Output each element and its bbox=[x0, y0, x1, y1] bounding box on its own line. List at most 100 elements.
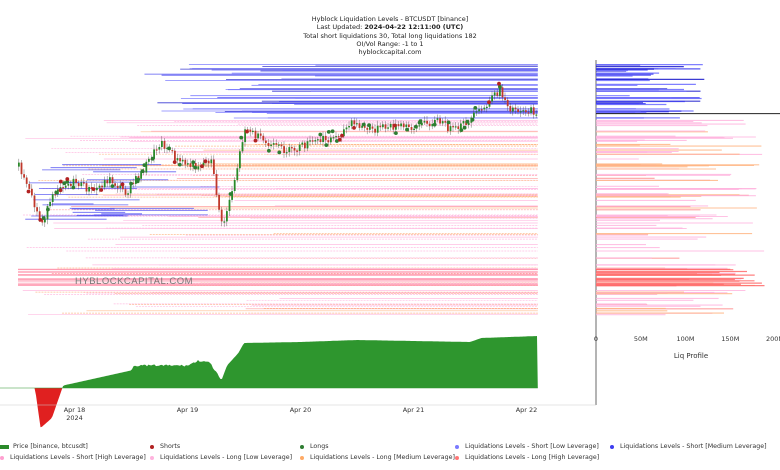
short-marker bbox=[58, 179, 63, 184]
price-candle bbox=[197, 166, 200, 170]
short-marker bbox=[200, 164, 204, 169]
price-candle bbox=[410, 127, 413, 130]
price-candle bbox=[467, 122, 470, 125]
price-candle bbox=[228, 199, 231, 211]
chart-title: Hyblock Liquidation Levels - BTCUSDT [bi… bbox=[311, 15, 469, 23]
price-candle bbox=[428, 123, 431, 127]
price-candle bbox=[434, 119, 436, 124]
short-marker bbox=[487, 100, 491, 105]
price-candle bbox=[254, 130, 257, 139]
price-candle bbox=[252, 130, 254, 132]
legend-item: Liquidations Levels - Long [Low Leverage… bbox=[150, 454, 292, 461]
price-candle bbox=[239, 151, 241, 169]
price-candle bbox=[376, 125, 379, 133]
price-candle bbox=[322, 135, 324, 142]
price-candle bbox=[506, 99, 509, 107]
legend-item: Price [binance, btcusdt] bbox=[0, 443, 88, 450]
price-candle bbox=[439, 118, 441, 124]
price-candle bbox=[171, 150, 174, 152]
legend-label: Liquidations Levels - Short [High Levera… bbox=[10, 454, 146, 461]
chart-header: Hyblock Liquidation Levels - BTCUSDT [bi… bbox=[0, 15, 780, 56]
price-candle bbox=[85, 183, 88, 192]
price-candle bbox=[215, 174, 218, 195]
price-candle bbox=[356, 123, 358, 125]
liq-profile-axis: 0 50M 100M 150M 200M bbox=[594, 335, 780, 343]
short-marker bbox=[99, 188, 104, 192]
long-marker bbox=[239, 135, 244, 140]
price-candle bbox=[218, 194, 220, 210]
long-marker bbox=[498, 84, 502, 89]
price-candle bbox=[18, 162, 20, 167]
price-candle bbox=[122, 185, 124, 190]
legend-marker bbox=[0, 444, 9, 449]
long-marker bbox=[41, 216, 46, 221]
x-tick-label: Apr 22 bbox=[516, 406, 538, 414]
price-candle bbox=[337, 136, 340, 138]
legend-label: Liquidations Levels - Short [Low Leverag… bbox=[465, 443, 599, 450]
price-candle bbox=[51, 194, 54, 202]
long-marker bbox=[71, 185, 76, 190]
price-candle bbox=[88, 187, 90, 192]
price-candle bbox=[527, 112, 530, 114]
price-candle bbox=[62, 187, 64, 189]
short-marker bbox=[203, 159, 208, 164]
price-candle bbox=[306, 141, 309, 149]
price-candle bbox=[332, 137, 335, 139]
x-tick-label: Apr 21 bbox=[403, 406, 425, 414]
short-marker bbox=[245, 129, 249, 134]
short-marker bbox=[172, 160, 177, 165]
price-candle bbox=[114, 183, 116, 186]
price-candle bbox=[496, 92, 499, 96]
price-candle bbox=[408, 124, 410, 127]
price-candle bbox=[389, 123, 392, 128]
price-candle bbox=[353, 120, 356, 125]
short-marker bbox=[340, 133, 344, 138]
price-candle bbox=[405, 124, 408, 128]
price-candle bbox=[447, 122, 449, 132]
price-candle bbox=[452, 126, 454, 128]
legend-item: Liquidations Levels - Short [High Levera… bbox=[0, 454, 146, 461]
long-marker bbox=[361, 122, 366, 127]
price-candle bbox=[163, 141, 166, 149]
long-marker bbox=[394, 131, 398, 136]
price-candle bbox=[449, 126, 452, 132]
legend-label: Longs bbox=[310, 443, 329, 450]
price-candle bbox=[132, 182, 135, 184]
price-candle bbox=[270, 144, 272, 147]
price-candle bbox=[267, 143, 270, 146]
price-candle bbox=[265, 140, 267, 144]
price-candle bbox=[137, 176, 140, 179]
liquidation-totals: Total short liquidations 30, Total long … bbox=[303, 31, 477, 40]
price-candle bbox=[262, 135, 265, 141]
price-candle bbox=[304, 142, 306, 149]
x-axis-ticks: Apr 18 Apr 19 Apr 20 Apr 21 Apr 22 bbox=[64, 406, 538, 414]
price-candle bbox=[392, 123, 395, 130]
price-candle bbox=[363, 125, 366, 128]
price-candle bbox=[517, 109, 519, 112]
legend-marker bbox=[150, 444, 154, 449]
price-candle bbox=[314, 140, 317, 142]
price-candle bbox=[77, 183, 80, 187]
long-marker bbox=[142, 163, 147, 168]
price-candle bbox=[111, 177, 114, 184]
price-candle bbox=[25, 177, 28, 184]
price-candle bbox=[54, 194, 57, 196]
price-candle bbox=[158, 147, 161, 150]
price-candle bbox=[207, 160, 210, 164]
long-marker bbox=[367, 123, 371, 127]
price-candle bbox=[96, 187, 98, 191]
site-url: hyblockcapital.com bbox=[358, 48, 422, 57]
price-candle bbox=[436, 118, 439, 120]
price-candle bbox=[418, 125, 421, 127]
legend-marker bbox=[150, 455, 154, 460]
price-candle bbox=[345, 127, 348, 130]
price-candle bbox=[319, 139, 322, 142]
price-candle bbox=[244, 129, 246, 143]
price-candle bbox=[311, 140, 314, 142]
price-candle bbox=[343, 129, 345, 137]
price-candle bbox=[155, 149, 158, 151]
liq-profile-tick: 150M bbox=[721, 335, 739, 343]
legend-label: Liquidations Levels - Long [Low Leverage… bbox=[160, 454, 293, 461]
price-candle bbox=[70, 183, 72, 186]
